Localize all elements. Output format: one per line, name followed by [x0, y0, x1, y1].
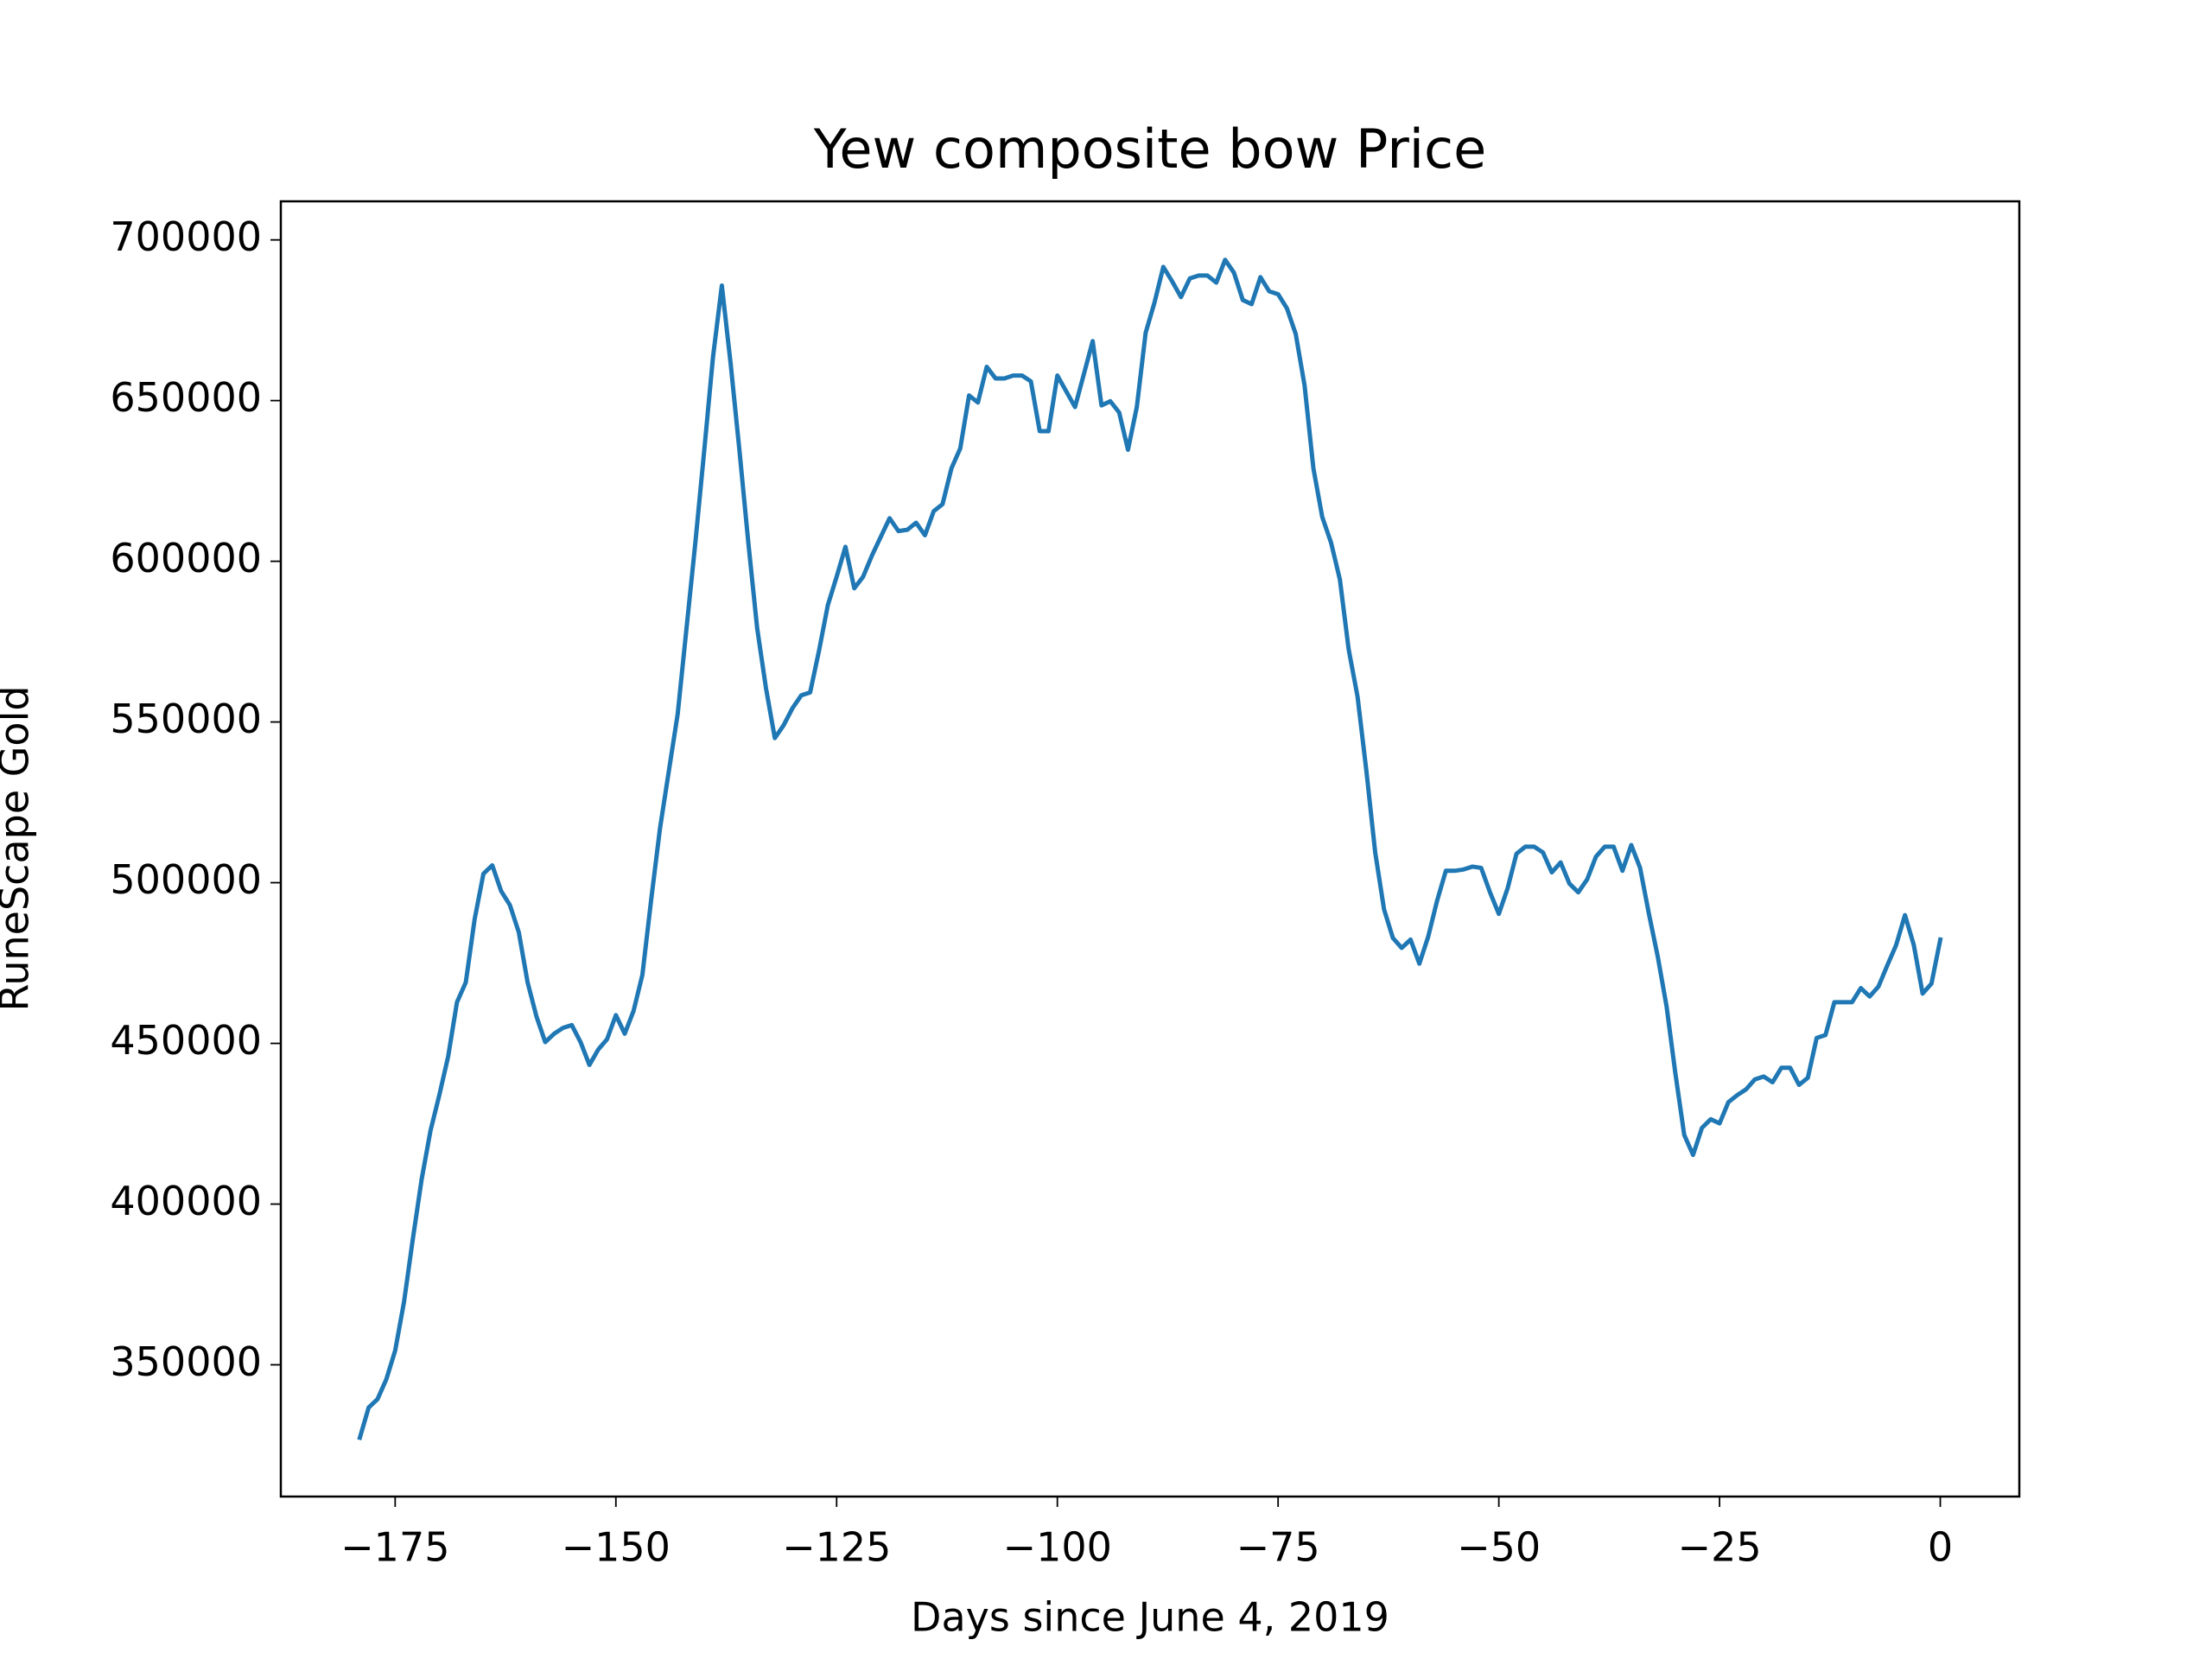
price-line — [357, 257, 1943, 1441]
y-axis-label: RuneScape Gold — [0, 685, 38, 1011]
y-tick-label: 450000 — [110, 1017, 262, 1064]
y-tick-label: 700000 — [110, 213, 262, 260]
x-tick-label: −100 — [1003, 1524, 1112, 1571]
y-tick-label: 400000 — [110, 1178, 262, 1224]
chart-title: Yew composite bow Price — [813, 118, 1487, 181]
x-tick-label: 0 — [1928, 1524, 1953, 1571]
x-tick-label: −50 — [1457, 1524, 1541, 1571]
x-tick-label: −25 — [1678, 1524, 1762, 1571]
y-tick-label: 550000 — [110, 696, 262, 742]
y-tick-label: 500000 — [110, 856, 262, 903]
x-tick-label: −75 — [1236, 1524, 1320, 1571]
plot-frame — [279, 200, 2021, 1498]
x-tick-label: −125 — [782, 1524, 891, 1571]
x-tick-label: −150 — [562, 1524, 671, 1571]
x-tick-label: −175 — [340, 1524, 449, 1571]
y-tick-label: 350000 — [110, 1338, 262, 1385]
y-tick-label: 600000 — [110, 535, 262, 582]
y-tick-label: 650000 — [110, 374, 262, 421]
x-axis-label: Days since June 4, 2019 — [911, 1594, 1389, 1641]
